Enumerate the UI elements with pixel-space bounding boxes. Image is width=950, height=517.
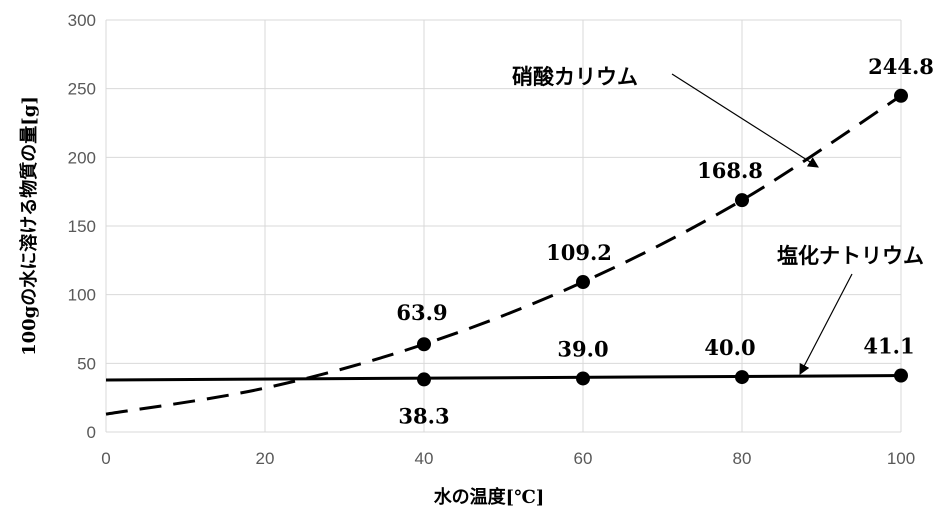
series-label-potassium-nitrate: 硝酸カリウム [512, 64, 638, 89]
series-line-potassium-nitrate [105, 94, 902, 416]
pointer-arrow-sodium-chloride [799, 273, 853, 375]
data-label-potassium-nitrate: 109.2 [546, 240, 612, 265]
y-tick-label: 100 [68, 286, 96, 305]
y-tick-label: 250 [68, 80, 96, 99]
series-label-sodium-chloride: 塩化ナトリウム [777, 243, 924, 268]
y-tick-labels: 0 50 100 150 200 250 300 [68, 11, 96, 442]
data-point-sodium-chloride [576, 371, 590, 386]
x-axis-title: 水の温度[℃] [434, 486, 545, 508]
y-tick-label: 300 [68, 11, 96, 30]
data-label-sodium-chloride: 40.0 [704, 335, 755, 360]
y-tick-label: 200 [68, 148, 96, 167]
y-tick-label: 150 [68, 217, 96, 236]
grid [105, 19, 902, 433]
y-tick-label: 0 [87, 423, 96, 442]
data-point-sodium-chloride [894, 368, 908, 383]
series-lines [105, 94, 902, 416]
data-point-sodium-chloride [735, 370, 749, 385]
x-tick-label: 0 [101, 449, 110, 468]
x-tick-labels: 0 20 40 60 80 100 [101, 449, 915, 468]
y-tick-label: 50 [77, 354, 96, 373]
x-tick-label: 40 [415, 449, 434, 468]
data-point-potassium-nitrate [894, 88, 908, 103]
x-tick-label: 100 [887, 449, 915, 468]
data-point-potassium-nitrate [417, 337, 431, 352]
x-tick-label: 80 [733, 449, 752, 468]
x-tick-label: 20 [256, 449, 275, 468]
pointer-arrow-potassium-nitrate [671, 73, 819, 168]
data-label-potassium-nitrate: 168.8 [697, 158, 763, 183]
data-label-sodium-chloride: 39.0 [557, 336, 608, 361]
data-points [417, 88, 908, 387]
y-axis-title: 100gの水に溶ける物質の量[g] [18, 96, 40, 356]
series-line-sodium-chloride [105, 374, 902, 382]
data-point-sodium-chloride [417, 372, 431, 387]
data-labels: 63.9 109.2 168.8 244.8 38.3 39.0 40.0 41.1 [396, 54, 933, 429]
x-tick-label: 60 [574, 449, 593, 468]
data-label-potassium-nitrate: 244.8 [868, 54, 934, 79]
data-label-sodium-chloride: 38.3 [398, 403, 449, 428]
data-point-potassium-nitrate [735, 193, 749, 208]
data-point-potassium-nitrate [576, 275, 590, 290]
data-label-sodium-chloride: 41.1 [863, 334, 914, 359]
data-label-potassium-nitrate: 63.9 [396, 300, 447, 325]
